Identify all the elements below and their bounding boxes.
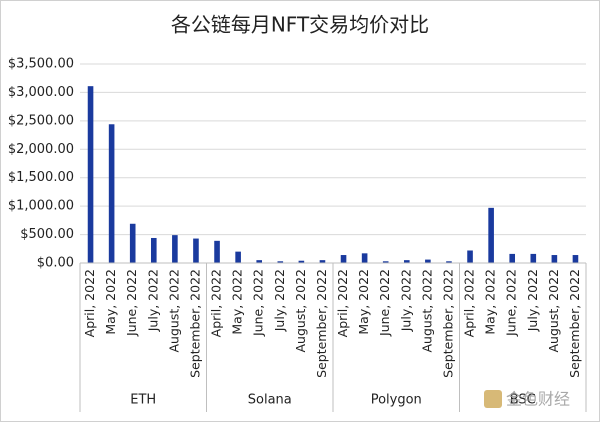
group-label: Solana [248,393,292,408]
x-tick-label: June, 2022 [124,269,139,337]
x-tick-label: July, 2022 [525,269,540,332]
bar [573,255,579,263]
x-tick-label: May, 2022 [483,269,498,335]
x-tick-label: June, 2022 [377,269,392,337]
bar [193,239,199,263]
bar [467,250,473,263]
x-tick-label: September, 2022 [187,269,202,378]
bar [235,252,241,263]
x-tick-label: August, 2022 [546,269,561,353]
x-tick-label: May, 2022 [356,269,371,335]
x-tick-label: June, 2022 [504,269,519,337]
bar [341,255,347,263]
x-tick-label: April, 2022 [462,269,477,337]
chart-title: 各公链每月NFT交易均价对比 [171,13,429,37]
y-tick-label: $500.00 [20,227,74,242]
bar [425,260,431,263]
x-tick-label: August, 2022 [166,269,181,353]
x-tick-label: April, 2022 [82,269,97,337]
bar [172,235,178,263]
x-tick-label: July, 2022 [398,269,413,332]
x-tick-label: July, 2022 [272,269,287,332]
watermark-logo [484,390,502,408]
bar [130,224,136,263]
bar [530,254,536,263]
x-tick-label: April, 2022 [209,269,224,337]
group-label: Polygon [371,393,422,408]
x-tick-label: July, 2022 [145,269,160,332]
y-tick-label: $0.00 [37,256,74,271]
x-tick-label: June, 2022 [251,269,266,337]
x-tick-label: September, 2022 [440,269,455,378]
bar [151,238,157,263]
x-tick-label: August, 2022 [419,269,434,353]
x-tick-label: September, 2022 [567,269,582,378]
group-label: ETH [130,393,156,408]
x-tick-label: August, 2022 [293,269,308,353]
y-tick-label: $1,500.00 [8,170,74,185]
watermark: 金色财经 [506,390,570,409]
x-tick-label: May, 2022 [103,269,118,335]
x-tick-label: September, 2022 [314,269,329,378]
y-tick-label: $2,000.00 [8,142,74,157]
bar [362,253,368,263]
y-tick-label: $3,500.00 [8,57,74,72]
bar [488,208,494,263]
y-tick-label: $2,500.00 [8,113,74,128]
x-tick-label: April, 2022 [335,269,350,337]
y-tick-label: $3,000.00 [8,85,74,100]
bar [552,255,558,263]
y-tick-label: $1,000.00 [8,199,74,214]
bar [109,124,115,263]
bar [509,254,515,263]
bar [214,241,220,263]
bar [88,86,94,263]
x-tick-label: May, 2022 [230,269,245,335]
